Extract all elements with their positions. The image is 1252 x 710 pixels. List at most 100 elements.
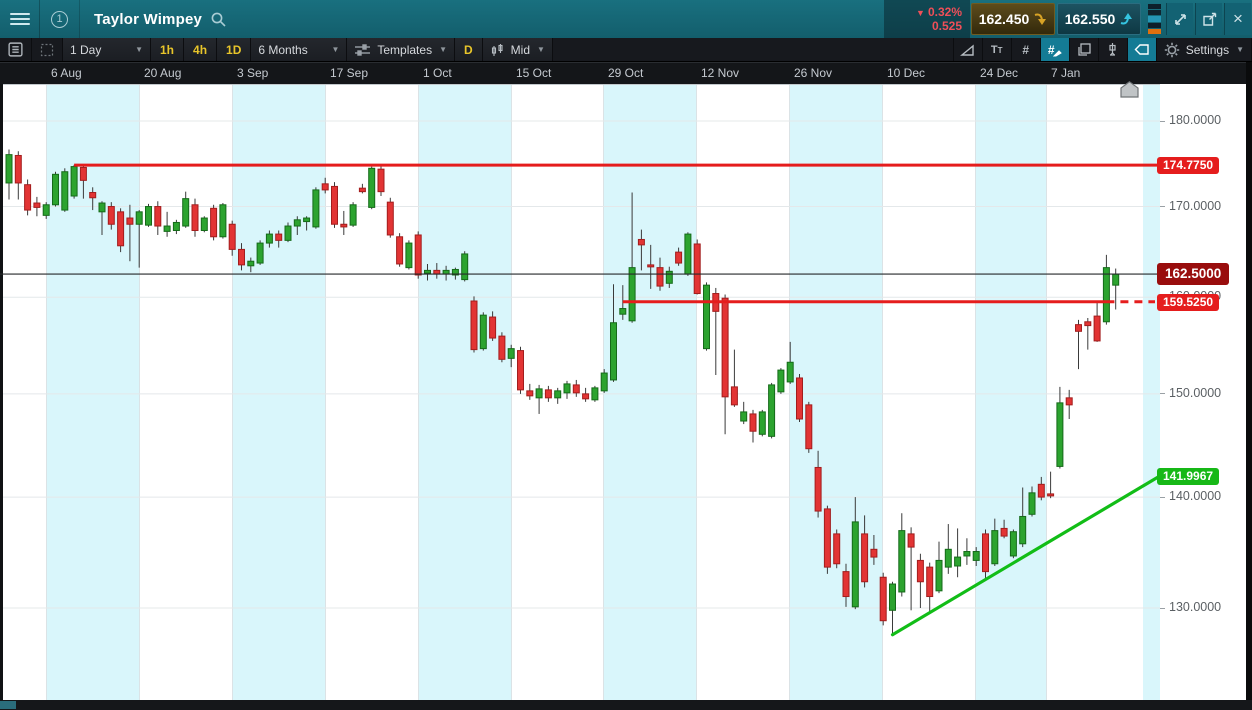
candle-body (610, 322, 617, 381)
candle-body (889, 583, 896, 611)
candle-marker-tool-icon[interactable] (1097, 38, 1127, 61)
quick-timeframe-4h[interactable]: 4h (184, 38, 218, 61)
candle-body (154, 206, 162, 227)
candle-body (749, 413, 757, 432)
x-axis-label: 29 Oct (608, 66, 644, 80)
candle-body (805, 404, 813, 450)
candlestick-icon (491, 43, 503, 56)
quick-timeframe-1h[interactable]: 1h (151, 38, 185, 61)
candle-body (1047, 493, 1055, 497)
candle-body (647, 264, 655, 268)
price-type-dropdown[interactable]: Mid ▼ (482, 38, 553, 61)
templates-dropdown[interactable]: Templates ▼ (347, 38, 455, 61)
y-axis-label: 150.0000 (1169, 385, 1222, 400)
range-dropdown[interactable]: 6 Months ▼ (251, 38, 348, 61)
candle-body (544, 389, 552, 399)
candle-body (238, 248, 245, 266)
scrollbar-thumb[interactable] (0, 701, 16, 709)
close-icon[interactable]: × (1224, 3, 1251, 35)
candle-body (24, 184, 32, 211)
candle-body (284, 225, 292, 241)
sell-price: 162.450 (978, 11, 1030, 27)
week-band (418, 84, 511, 700)
candle-body (396, 236, 404, 265)
price-type-value: Mid (510, 42, 531, 57)
candle-body (1028, 492, 1036, 515)
week-band (603, 84, 696, 700)
candle-body (563, 383, 571, 394)
candle-body (619, 308, 627, 315)
trend-angle-tool-icon[interactable] (952, 38, 982, 61)
depth-gauge-icon[interactable] (1148, 4, 1161, 35)
popout-icon[interactable] (1195, 3, 1222, 35)
chart-area[interactable] (0, 84, 1162, 700)
candle-body (405, 242, 413, 269)
candle-body (507, 348, 515, 359)
candle-body (665, 270, 673, 284)
settings-label: Settings (1185, 42, 1230, 57)
change-down-icon: ▼ (916, 7, 925, 18)
expand-icon[interactable] (1166, 3, 1193, 35)
hamburger-menu-icon[interactable] (0, 0, 40, 38)
price-tag-tool-icon[interactable] (1126, 38, 1156, 61)
candle-body (479, 314, 487, 350)
layout-grid-icon[interactable] (32, 38, 63, 61)
candle-body (98, 202, 106, 213)
x-axis[interactable]: 6 Aug 20 Aug 3 Sep 17 Sep 1 Oct 15 Oct 29 Oct 1… (0, 62, 1252, 84)
price-badge: 141.9967 (1157, 467, 1220, 485)
candle-body (461, 253, 469, 281)
candle-body (954, 556, 962, 567)
sliders-icon (355, 43, 371, 56)
candle-body (1065, 397, 1073, 406)
buy-price-button[interactable]: 162.550 (1057, 3, 1141, 35)
candle-body (117, 211, 125, 247)
y-axis-label: 130.0000 (1169, 600, 1222, 614)
candle-body (191, 204, 199, 231)
draw-grid-tool-icon[interactable]: # (1039, 38, 1069, 61)
window-right-edge (1246, 62, 1252, 710)
candle-body (814, 466, 822, 512)
circled-one-icon[interactable]: 1 (40, 0, 80, 38)
sell-price-button[interactable]: 162.450 (971, 3, 1055, 35)
candle-body (265, 233, 273, 244)
candle-body (386, 201, 394, 236)
layers-icon[interactable] (1068, 38, 1098, 61)
chevron-down-icon: ▼ (1236, 45, 1244, 54)
candle-body (107, 206, 115, 225)
y-axis[interactable]: 180.0000170.0000160.0000150.0000140.0000… (1157, 84, 1246, 700)
left-edge (0, 84, 3, 700)
quick-timeframe-1d[interactable]: 1D (217, 38, 252, 61)
candle-body (684, 233, 692, 275)
candle-body (1075, 324, 1082, 332)
search-icon[interactable] (210, 11, 227, 28)
x-axis-label: 1 Oct (423, 66, 452, 80)
bottom-scrollbar[interactable] (0, 700, 1252, 710)
watchlist-icon[interactable] (0, 38, 32, 61)
candle-body (42, 204, 50, 216)
week-band (975, 84, 1046, 700)
text-tool-icon[interactable]: TT (981, 38, 1011, 61)
candle-body (219, 204, 227, 238)
sell-arrow-down-icon (1034, 13, 1047, 25)
candle-body (340, 223, 348, 228)
candle-body (740, 411, 748, 422)
candle-body (331, 185, 338, 225)
candle-body (1102, 267, 1110, 323)
candle-body (247, 260, 255, 267)
candle-body (693, 243, 701, 295)
candle-body (172, 221, 180, 231)
timeframe-dropdown[interactable]: 1 Day ▼ (63, 38, 151, 61)
settings-button[interactable]: Settings ▼ (1155, 38, 1252, 61)
candle-body (312, 189, 320, 228)
candle-body (303, 217, 311, 223)
reset-view-home-icon[interactable] (1120, 81, 1139, 98)
candle-body (498, 335, 506, 360)
grid-icon[interactable]: # (1010, 38, 1040, 61)
price-badge: 159.5250 (1157, 293, 1220, 311)
gear-icon (1164, 42, 1179, 57)
change-value: 0.525 (931, 18, 962, 33)
candle-body (591, 387, 599, 401)
candle-body (526, 390, 534, 397)
period-button[interactable]: D (455, 38, 483, 61)
x-axis-label: 12 Nov (701, 66, 740, 80)
